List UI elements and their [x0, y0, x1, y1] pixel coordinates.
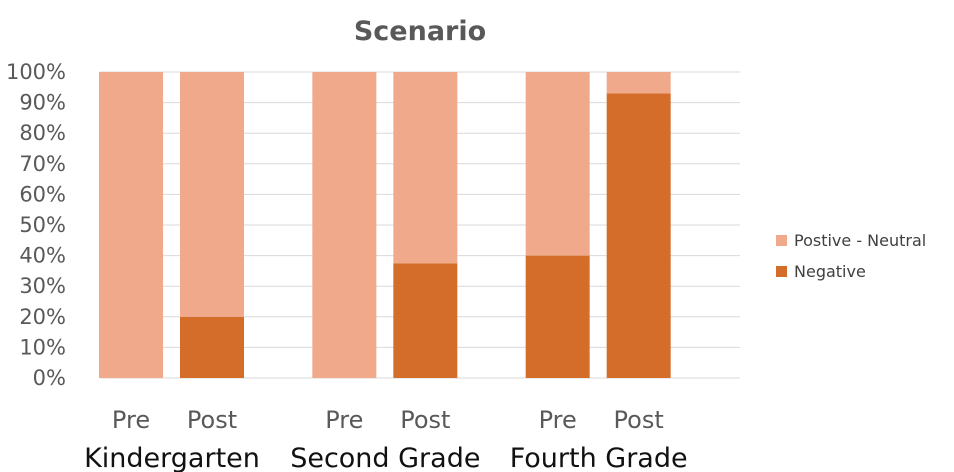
y-tick-label: 10%	[19, 335, 66, 359]
bars	[99, 72, 671, 379]
y-tick-label: 60%	[19, 182, 66, 206]
y-tick-label: 20%	[19, 305, 66, 329]
legend-swatch	[776, 235, 787, 246]
bar-segment-postive-neutral	[99, 72, 163, 378]
y-axis: 0% 10% 20% 30% 40% 50% 60% 70% 80% 90% 100%	[6, 60, 66, 390]
bar-segment-postive-neutral	[606, 72, 671, 94]
x-category-label: Post	[614, 406, 664, 434]
y-tick-label: 80%	[19, 121, 66, 145]
x-group-label: Kindergarten	[84, 443, 260, 472]
y-tick-label: 0%	[33, 366, 66, 390]
legend-label: Postive - Neutral	[794, 231, 926, 250]
x-category-label: Post	[187, 406, 237, 434]
bar-segment-negative	[606, 93, 671, 379]
bar-segment-negative	[525, 255, 590, 378]
bar-segment-postive-neutral	[393, 72, 458, 264]
x-axis: Pre Post Kindergarten Pre Post Second Grade Pr…	[84, 406, 688, 472]
y-tick-label: 70%	[19, 152, 66, 176]
x-category-label: Pre	[325, 406, 363, 434]
x-category-label: Pre	[112, 406, 150, 434]
x-group-label: Fourth Grade	[510, 443, 688, 472]
legend: Postive - Neutral Negative	[776, 231, 926, 281]
legend-swatch	[776, 266, 787, 277]
y-tick-label: 50%	[19, 213, 66, 237]
bar-segment-negative	[393, 263, 458, 378]
y-tick-label: 40%	[19, 244, 66, 268]
x-category-label: Post	[400, 406, 450, 434]
bar-segment-postive-neutral	[525, 72, 590, 256]
bar-segment-negative	[180, 316, 244, 378]
y-tick-label: 30%	[19, 274, 66, 298]
y-tick-label: 100%	[6, 60, 66, 84]
legend-label: Negative	[794, 262, 866, 281]
x-group-label: Second Grade	[290, 443, 480, 472]
x-category-label: Pre	[539, 406, 577, 434]
bar-segment-postive-neutral	[180, 72, 244, 317]
bar-segment-postive-neutral	[312, 72, 377, 378]
chart-title: Scenario	[354, 16, 486, 47]
y-tick-label: 90%	[19, 91, 66, 115]
